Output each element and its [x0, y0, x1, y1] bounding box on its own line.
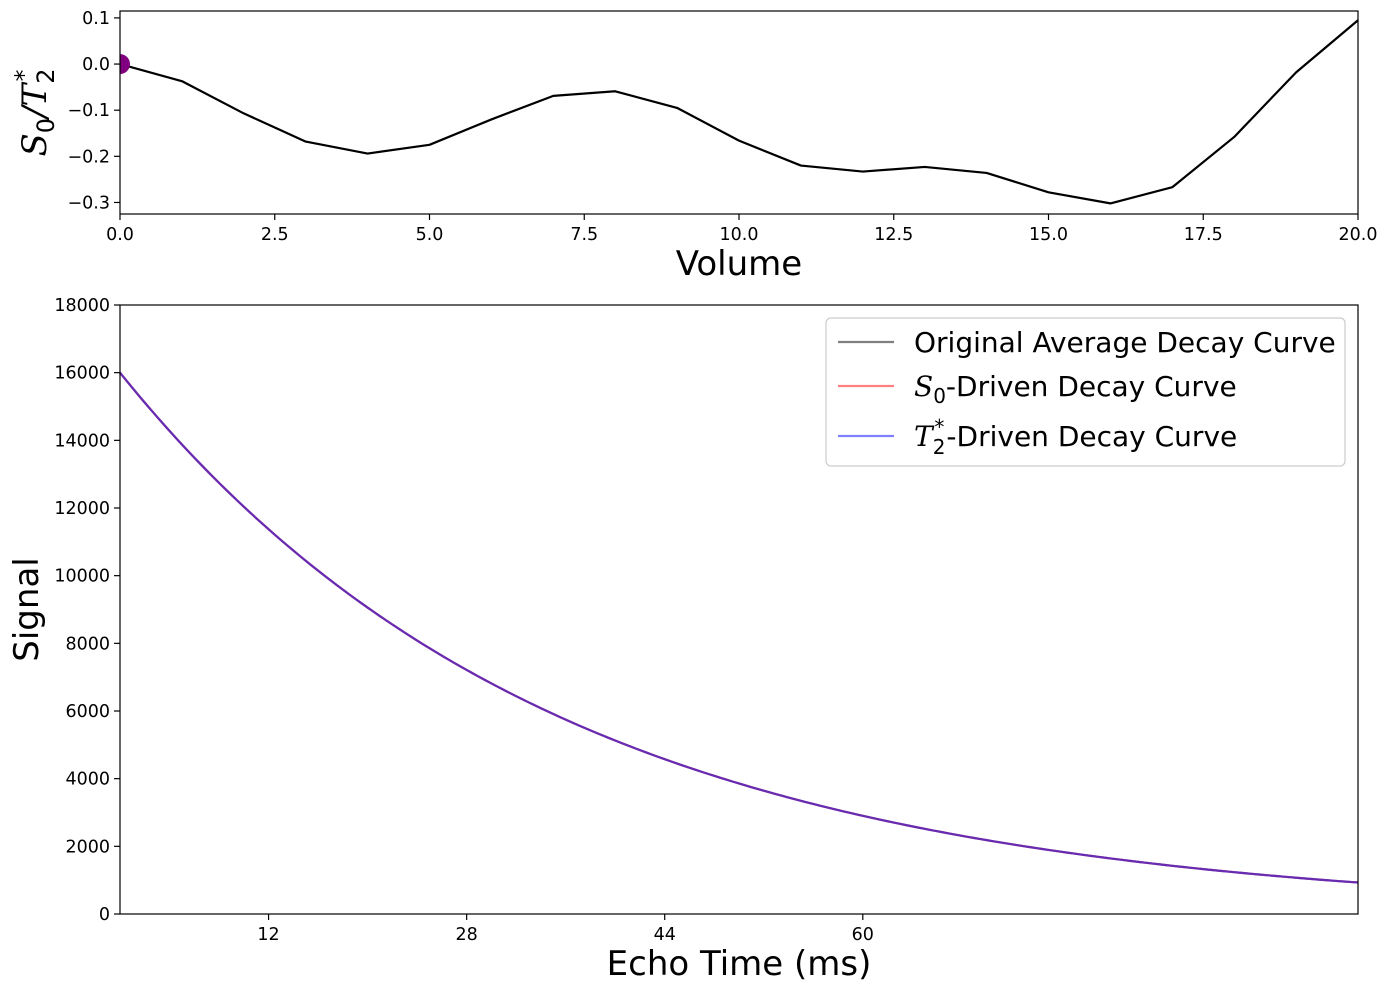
y-tick-label: 4000: [65, 770, 110, 790]
legend-entry-label: T2*-Driven Decay Curve: [914, 415, 1237, 459]
current-volume-marker: [120, 54, 130, 75]
y-tick-label: 8000: [65, 634, 110, 654]
decay-combined-line: [119, 371, 1359, 884]
x-tick-label: 10.0: [720, 225, 759, 245]
legend: Original Average Decay Curve S0-Driven De…: [825, 317, 1346, 467]
legend-entry-label: S0-Driven Decay Curve: [914, 370, 1237, 408]
volume-chart: 0.0 2.5 5.0 7.5 10.0 12.5 15.0 17.5 20.0 0.1 0.0 −0…: [10, 9, 1377, 284]
y-axis-label: Signal: [7, 557, 47, 661]
top-plot-frame: [119, 10, 1359, 215]
y-tick-label: 0.1: [82, 9, 110, 29]
x-tick-label: 17.5: [1184, 225, 1223, 245]
x-axis-label: Volume: [676, 244, 802, 284]
volume-series-line: [119, 19, 1359, 205]
y-tick-label: −0.3: [68, 193, 111, 213]
y-tick-label: 12000: [54, 499, 110, 519]
x-tick-label: 5.0: [416, 225, 444, 245]
y-tick-label: 0.0: [82, 55, 110, 75]
y-axis-label: S0/T2*: [10, 68, 60, 156]
x-tick-label: 20.0: [1339, 225, 1378, 245]
y-tick-label: 18000: [54, 296, 110, 316]
y-tick-label: −0.2: [68, 147, 111, 167]
x-tick-label: 60: [852, 925, 874, 945]
legend-box: [825, 317, 1346, 467]
x-tick-label: 7.5: [570, 225, 598, 245]
y-tick-label: 14000: [54, 431, 110, 451]
marker-group: [120, 54, 130, 75]
x-tick-label: 2.5: [261, 225, 289, 245]
y-tick-label: 2000: [65, 837, 110, 857]
y-tick-label: 6000: [65, 702, 110, 722]
y-tick-label: −0.1: [68, 101, 111, 121]
x-tick-label: 28: [455, 925, 477, 945]
x-tick-label: 12.5: [874, 225, 913, 245]
x-tick-label: 12: [257, 925, 279, 945]
x-axis-label: Echo Time (ms): [607, 944, 872, 984]
legend-entry-label: Original Average Decay Curve: [914, 326, 1336, 359]
x-tick-label: 15.0: [1029, 225, 1068, 245]
x-tick-label: 0.0: [106, 225, 134, 245]
decay-chart: 12 28 44 60 0 2000 4000 6000 8000 10000 12000 14000…: [7, 296, 1359, 984]
bottom-plot-frame: [119, 304, 1359, 915]
x-tick-label: 44: [654, 925, 676, 945]
y-tick-label: 0: [99, 905, 110, 925]
y-tick-label: 16000: [54, 364, 110, 384]
y-tick-label: 10000: [54, 567, 110, 587]
